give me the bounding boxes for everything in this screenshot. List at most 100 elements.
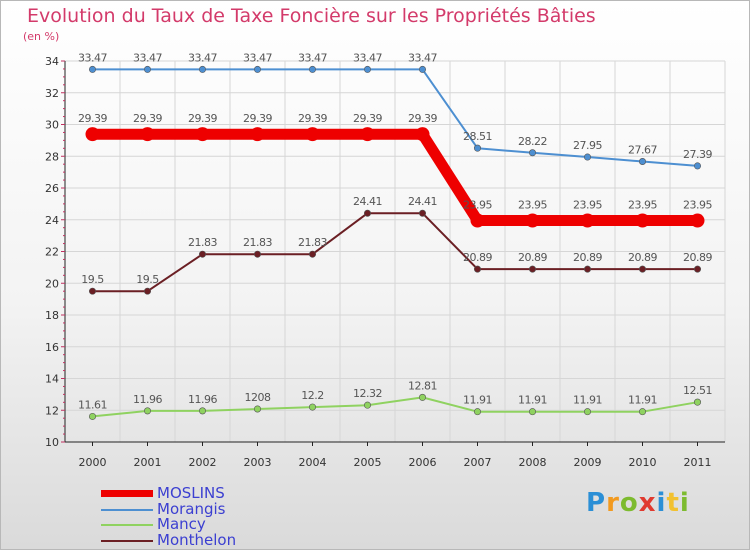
data-label-moslins: 23.95 [628, 199, 657, 212]
legend-label-moslins: MOSLINS [157, 484, 225, 502]
x-tick-label: 2006 [409, 456, 437, 469]
x-tick-label: 2002 [189, 456, 217, 469]
data-label-moslins: 29.39 [408, 112, 437, 125]
data-point-mancy [89, 412, 97, 420]
x-tick-label: 2009 [574, 456, 602, 469]
y-tick-label: 26 [45, 182, 59, 195]
data-label-mancy: 11.61 [78, 398, 107, 411]
data-label-mancy: 12.51 [683, 384, 712, 397]
data-point-monthelon [528, 265, 536, 273]
data-point-mancy [254, 405, 262, 413]
data-label-moslins: 29.39 [133, 112, 162, 125]
data-label-mancy: 11.91 [518, 394, 547, 407]
legend-item-monthelon: Monthelon [101, 531, 361, 549]
data-point-monthelon [473, 265, 481, 273]
data-label-monthelon: 19.5 [136, 273, 159, 286]
series-line-mancy [91, 396, 699, 418]
series-line-moslins [87, 128, 703, 226]
data-label-mancy: 11.96 [133, 393, 162, 406]
data-point-mancy [583, 408, 591, 416]
y-tick-label: 10 [45, 436, 59, 449]
data-point-monthelon [144, 287, 152, 295]
data-label-moslins: 29.39 [78, 112, 107, 125]
proxiti-logo-letter: i [679, 488, 690, 518]
chart-title: Evolution du Taux de Taxe Foncière sur l… [27, 5, 596, 27]
data-point-morangis [693, 162, 701, 170]
data-label-mancy: 1208 [245, 391, 271, 404]
proxiti-logo-letter: P [586, 488, 607, 518]
legend-item-moslins: MOSLINS [101, 484, 361, 502]
data-point-moslins [415, 127, 430, 142]
data-point-morangis [473, 144, 481, 152]
legend-label-mancy: Mancy [157, 515, 206, 533]
y-tick-label: 12 [45, 404, 59, 417]
data-label-mancy: 12.32 [353, 387, 382, 400]
data-point-mancy [363, 401, 371, 409]
legend-label-morangis: Morangis [157, 500, 226, 518]
data-label-morangis: 28.51 [463, 130, 492, 143]
legend-label-monthelon: Monthelon [157, 531, 237, 549]
data-point-morangis [199, 65, 207, 73]
series-line-monthelon [91, 212, 699, 293]
data-point-monthelon [308, 250, 316, 258]
data-label-mancy: 11.91 [573, 394, 602, 407]
data-point-moslins [250, 127, 265, 142]
proxiti-logo-letter: i [656, 488, 667, 518]
data-label-moslins: 23.95 [573, 199, 602, 212]
data-label-mancy: 11.96 [188, 393, 217, 406]
data-label-monthelon: 19.5 [81, 273, 104, 286]
data-label-moslins: 23.95 [683, 199, 712, 212]
data-label-monthelon: 20.89 [683, 251, 712, 264]
data-label-morangis: 27.39 [683, 148, 712, 161]
data-label-morangis: 27.95 [573, 139, 602, 152]
data-point-moslins [580, 213, 595, 228]
data-point-morangis [363, 65, 371, 73]
data-label-morangis: 33.47 [188, 51, 217, 64]
data-point-morangis [308, 65, 316, 73]
data-point-monthelon [583, 265, 591, 273]
legend-swatch-monthelon [101, 540, 153, 542]
data-point-morangis [144, 65, 152, 73]
x-tick-label: 2000 [79, 456, 107, 469]
data-point-morangis [528, 149, 536, 157]
data-point-mancy [473, 408, 481, 416]
data-point-moslins [635, 213, 650, 228]
data-label-monthelon: 24.41 [353, 195, 382, 208]
x-tick-label: 2008 [519, 456, 547, 469]
data-point-moslins [85, 127, 100, 142]
data-label-moslins: 29.39 [243, 112, 272, 125]
y-tick-label: 24 [45, 214, 59, 227]
data-label-monthelon: 20.89 [518, 251, 547, 264]
data-point-monthelon [638, 265, 646, 273]
data-point-mancy [199, 407, 207, 415]
data-label-mancy: 11.91 [628, 394, 657, 407]
data-point-moslins [470, 213, 485, 228]
y-tick-label: 20 [45, 277, 59, 290]
proxiti-logo: Proxiti [586, 488, 690, 518]
x-tick-label: 2011 [684, 456, 712, 469]
y-tick-label: 34 [45, 55, 59, 68]
data-point-moslins [195, 127, 210, 142]
y-tick-label: 18 [45, 309, 59, 322]
data-label-moslins: 29.39 [353, 112, 382, 125]
data-point-monthelon [199, 250, 207, 258]
legend-swatch-mancy [101, 524, 153, 526]
data-point-monthelon [254, 250, 262, 258]
data-point-morangis [418, 65, 426, 73]
y-tick-label: 16 [45, 341, 59, 354]
x-tick-label: 2001 [134, 456, 162, 469]
data-label-morangis: 33.47 [78, 51, 107, 64]
y-tick-label: 22 [45, 246, 59, 259]
data-point-monthelon [418, 209, 426, 217]
proxiti-logo-letter: t [666, 488, 680, 518]
y-tick-label: 28 [45, 150, 59, 163]
data-point-morangis [583, 153, 591, 161]
data-label-monthelon: 24.41 [408, 195, 437, 208]
data-label-morangis: 33.47 [298, 51, 327, 64]
data-point-mancy [308, 403, 316, 411]
data-label-mancy: 12.81 [408, 379, 437, 392]
data-point-morangis [254, 65, 262, 73]
data-label-monthelon: 21.83 [243, 236, 272, 249]
data-point-morangis [89, 65, 97, 73]
